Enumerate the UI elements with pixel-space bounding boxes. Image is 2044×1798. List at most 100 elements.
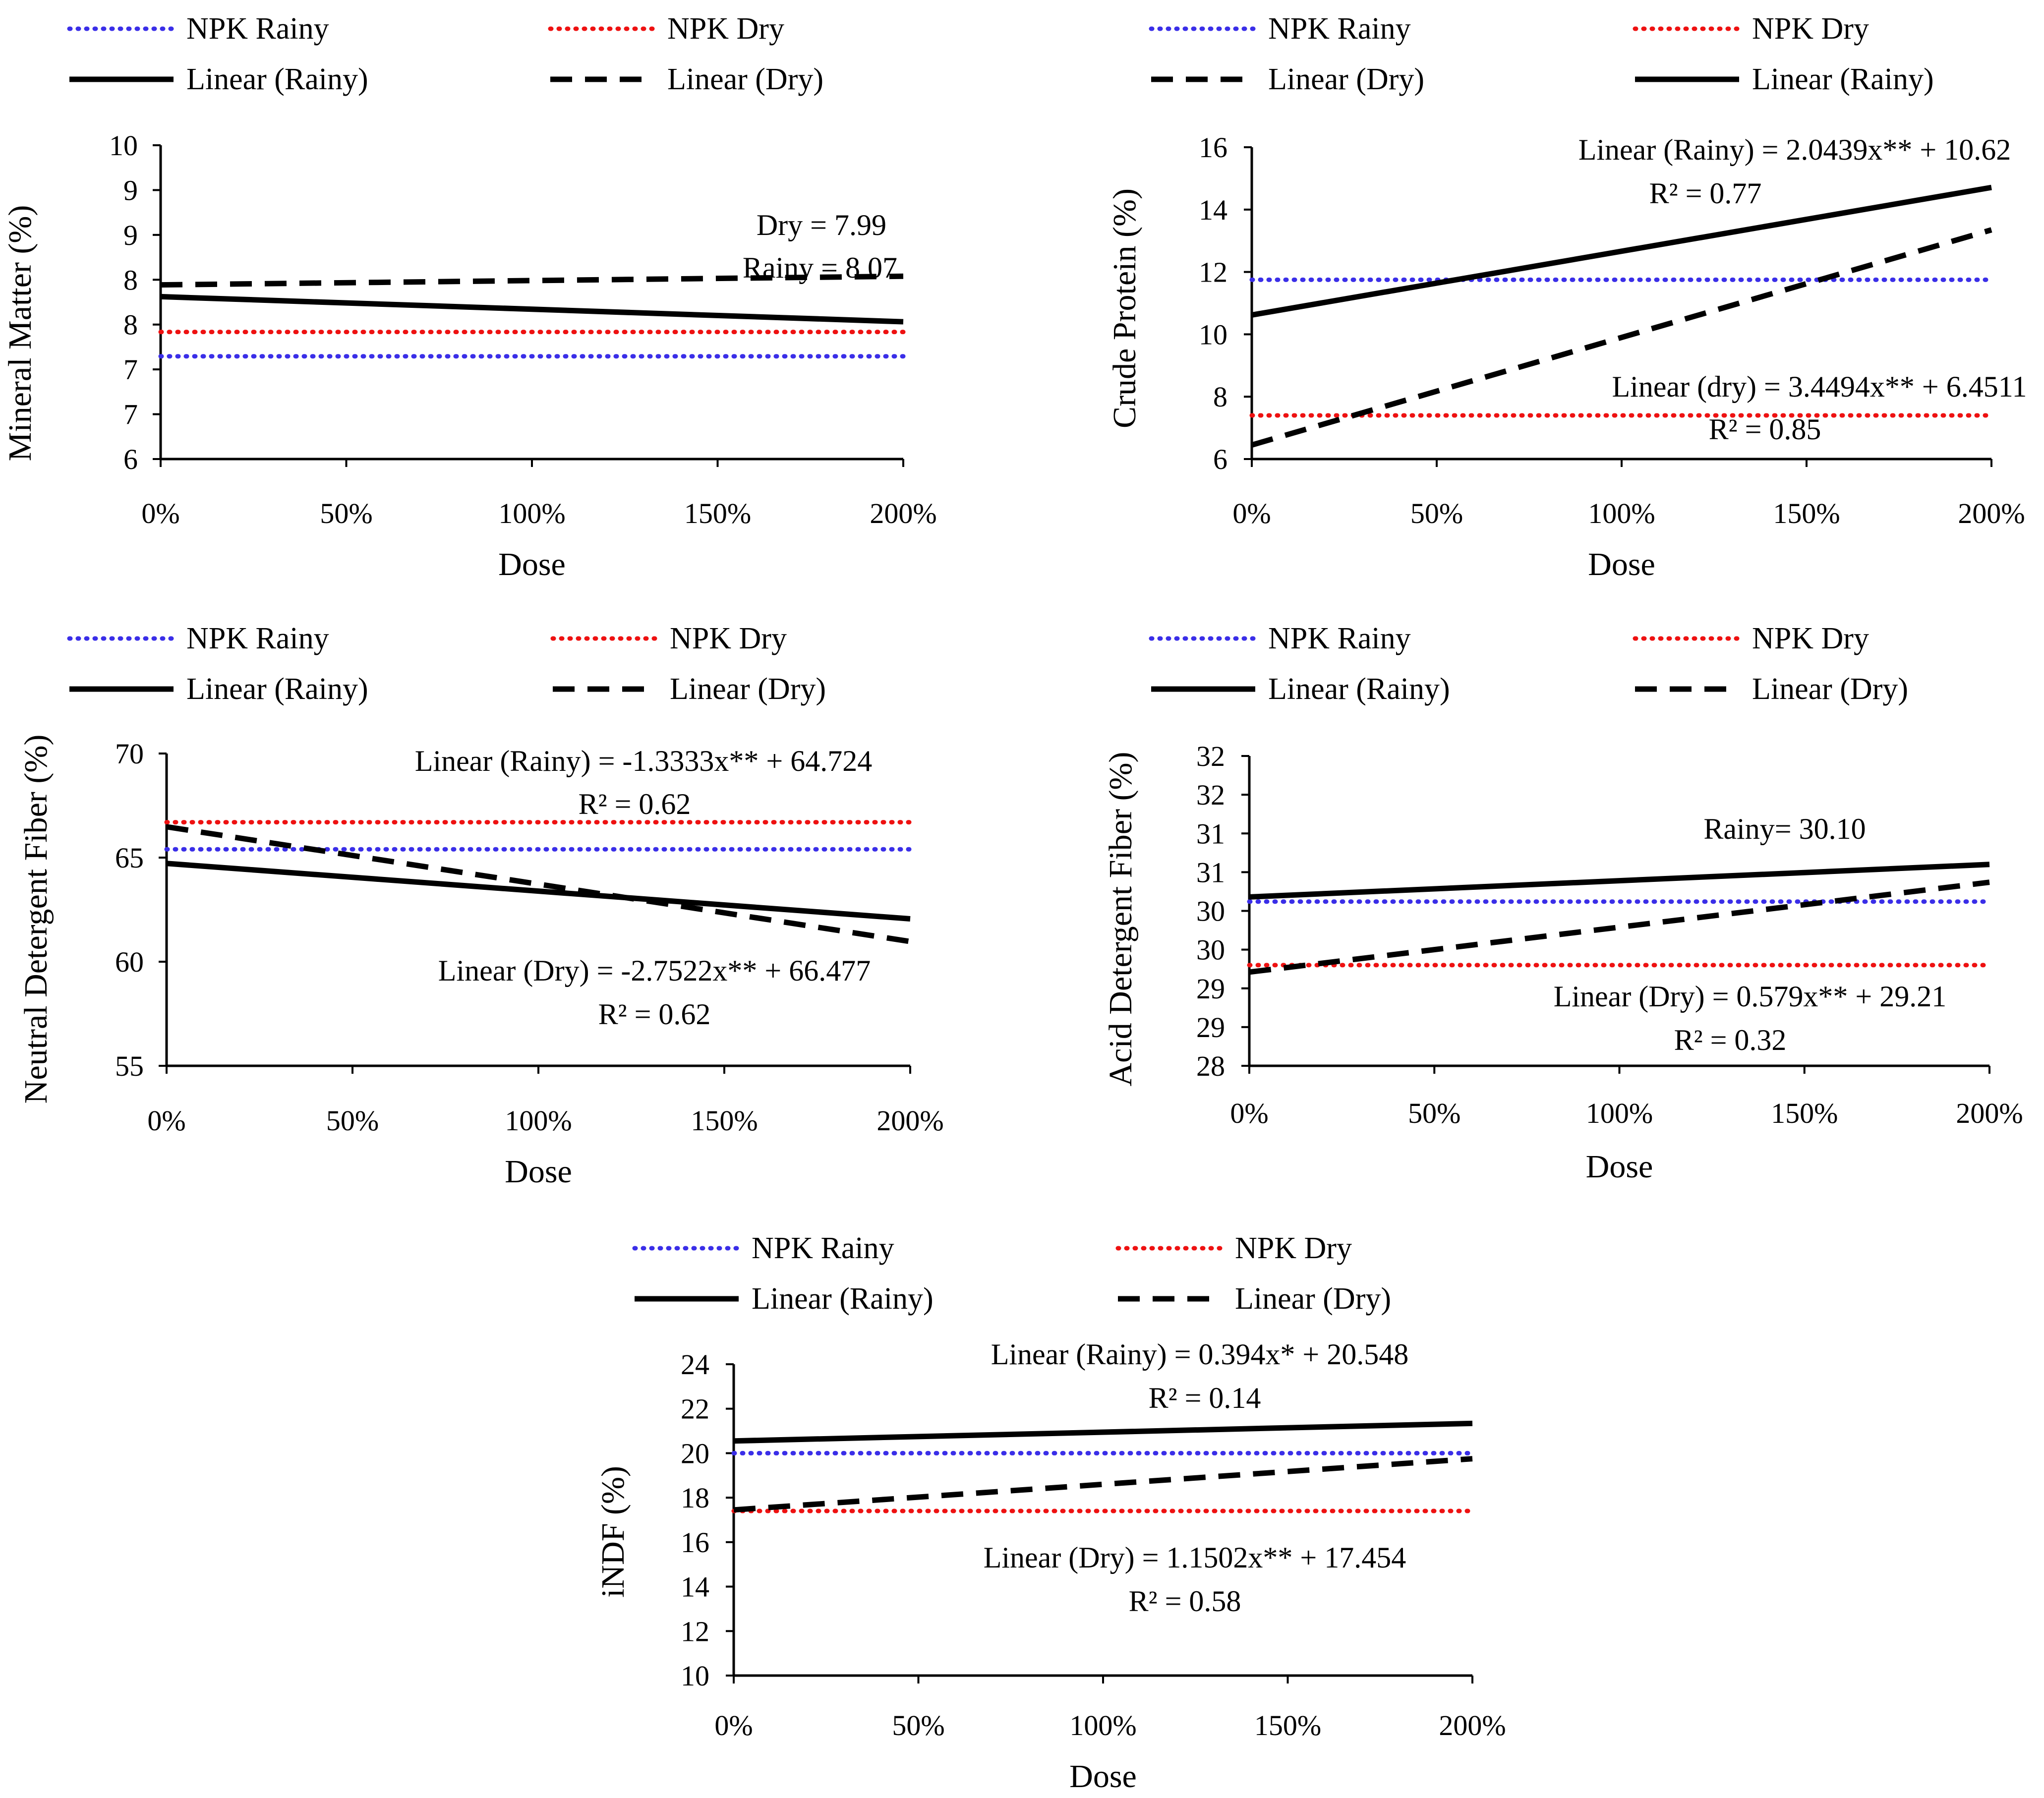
x-axis-label: Dose (1069, 1758, 1137, 1795)
x-tick-label: 200% (870, 497, 936, 529)
regression-annotation: Linear (Dry) = 1.1502x** + 17.454 (984, 1541, 1406, 1574)
x-tick-label: 50% (1410, 497, 1463, 529)
series-line-linear-dry (1251, 227, 1992, 448)
x-tick-label: 0% (1230, 1097, 1268, 1129)
x-tick-label: 0% (1232, 497, 1271, 529)
regression-annotation: R² = 0.62 (579, 788, 691, 820)
x-tick-label: 100% (1069, 1709, 1136, 1741)
y-tick-label: 55 (115, 1050, 144, 1082)
y-axis-label: Acid Detergent Fiber (%) (1103, 752, 1139, 1086)
y-tick-label: 8 (1213, 381, 1227, 413)
x-tick-label: 0% (147, 1104, 185, 1137)
x-tick-label: 50% (320, 497, 372, 529)
y-tick-label: 28 (1196, 1050, 1225, 1082)
x-tick-label: 50% (326, 1104, 379, 1137)
y-axis-label: Crude Protein (%) (1107, 188, 1143, 428)
series-line-linear-rainy (1251, 184, 1992, 318)
chart-ndf: NPK Rainy NPK Dry Linear (Rainy) Linear (Dr… (18, 622, 944, 1190)
y-tick-label: 6 (123, 443, 138, 475)
x-tick-label: 0% (141, 497, 179, 529)
x-tick-label: 150% (1773, 497, 1840, 529)
series-line-linear-dry (160, 273, 904, 288)
regression-annotation: Rainy= 30.10 (1703, 812, 1866, 845)
legend-label: NPK Rainy (752, 1231, 894, 1265)
x-tick-label: 50% (1408, 1097, 1460, 1129)
y-tick-label: 7 (123, 353, 138, 386)
series-line-linear-dry (1249, 879, 1990, 975)
y-axis-label: Neutral Detergent Fiber (%) (18, 735, 54, 1104)
legend-label: Linear (Dry) (667, 62, 823, 96)
x-tick-label: 200% (1958, 497, 2025, 529)
chart-indf: NPK Rainy NPK Dry Linear (Rainy) Linear (Dr… (595, 1231, 1506, 1795)
x-tick-label: 100% (498, 497, 565, 529)
legend-label: NPK Rainy (186, 622, 329, 655)
legend-label: NPK Rainy (1268, 622, 1411, 655)
regression-annotation: R² = 0.14 (1149, 1382, 1261, 1414)
y-tick-label: 14 (1199, 194, 1227, 226)
y-tick-label: 22 (681, 1393, 709, 1425)
series-line-linear-rainy (160, 293, 904, 325)
y-tick-label: 30 (1196, 895, 1225, 928)
legend-label: Linear (Dry) (1268, 62, 1424, 96)
y-tick-label: 10 (1199, 318, 1227, 350)
y-tick-label: 32 (1196, 779, 1225, 811)
series-line-linear-rainy (733, 1420, 1473, 1444)
legend-label: Linear (Dry) (1752, 672, 1908, 706)
legend-label: NPK Dry (1235, 1231, 1352, 1265)
y-tick-label: 31 (1196, 856, 1225, 888)
y-tick-label: 10 (681, 1660, 709, 1692)
regression-annotation: Dry = 7.99 (757, 209, 886, 241)
chart-protein: NPK Rainy NPK Dry Linear (Dry) Linear (Rain… (1107, 12, 2027, 582)
y-tick-label: 9 (123, 219, 138, 251)
x-tick-label: 150% (1254, 1709, 1321, 1741)
legend-label: NPK Dry (670, 622, 787, 655)
chart-adf: NPK Rainy NPK Dry Linear (Rainy) Linear (Dr… (1103, 622, 2023, 1185)
y-tick-label: 29 (1196, 1011, 1225, 1044)
y-tick-label: 16 (681, 1526, 709, 1559)
series-line-linear-rainy (1249, 862, 1990, 900)
y-tick-label: 7 (123, 399, 138, 431)
chart-mineral: NPK Rainy NPK Dry Linear (Rainy) Linear (Dr… (2, 12, 937, 582)
regression-annotation: Linear (Rainy) = 0.394x* + 20.548 (991, 1338, 1409, 1371)
regression-annotation: Linear (Rainy) = -1.3333x** + 64.724 (415, 745, 873, 777)
legend-label: NPK Rainy (1268, 12, 1411, 46)
legend-label: Linear (Rainy) (186, 62, 368, 96)
regression-annotation: R² = 0.58 (1129, 1585, 1241, 1618)
x-tick-label: 100% (1586, 1097, 1653, 1129)
regression-annotation: Linear (dry) = 3.4494x** + 6.4511 (1612, 370, 2027, 403)
x-tick-label: 100% (1588, 497, 1655, 529)
x-tick-label: 150% (1771, 1097, 1838, 1129)
legend-label: Linear (Rainy) (1268, 672, 1450, 706)
y-tick-label: 9 (123, 174, 138, 206)
regression-annotation: R² = 0.77 (1649, 177, 1762, 210)
x-tick-label: 200% (876, 1104, 943, 1137)
y-tick-label: 6 (1213, 443, 1227, 475)
y-tick-label: 8 (123, 309, 138, 341)
legend-label: NPK Dry (667, 12, 784, 46)
regression-annotation: Linear (Rainy) = 2.0439x** + 10.62 (1578, 133, 2011, 166)
regression-annotation: Linear (Dry) = 0.579x** + 29.21 (1554, 980, 1947, 1013)
regression-annotation: R² = 0.32 (1674, 1024, 1787, 1056)
x-tick-label: 100% (505, 1104, 572, 1137)
y-axis-label: Mineral Matter (%) (2, 205, 38, 462)
legend-label: Linear (Rainy) (752, 1282, 934, 1316)
series-line-linear-rainy (166, 861, 911, 922)
x-tick-label: 200% (1956, 1097, 2023, 1129)
regression-annotation: Linear (Dry) = -2.7522x** + 66.477 (438, 954, 871, 987)
y-tick-label: 24 (681, 1348, 709, 1381)
y-tick-label: 70 (115, 738, 144, 770)
y-tick-label: 30 (1196, 934, 1225, 966)
y-tick-label: 32 (1196, 740, 1225, 772)
series-line-linear-dry (166, 824, 911, 944)
y-axis-label: iNDF (%) (595, 1466, 631, 1598)
regression-annotation: Rainy = 8.07 (743, 251, 897, 284)
y-tick-label: 12 (1199, 256, 1227, 289)
x-axis-label: Dose (498, 546, 566, 582)
y-tick-label: 20 (681, 1437, 709, 1469)
legend-label: NPK Dry (1752, 622, 1869, 655)
y-tick-label: 65 (115, 842, 144, 874)
legend-label: NPK Rainy (186, 12, 329, 46)
y-tick-label: 16 (1199, 131, 1227, 164)
legend-label: NPK Dry (1752, 12, 1869, 46)
